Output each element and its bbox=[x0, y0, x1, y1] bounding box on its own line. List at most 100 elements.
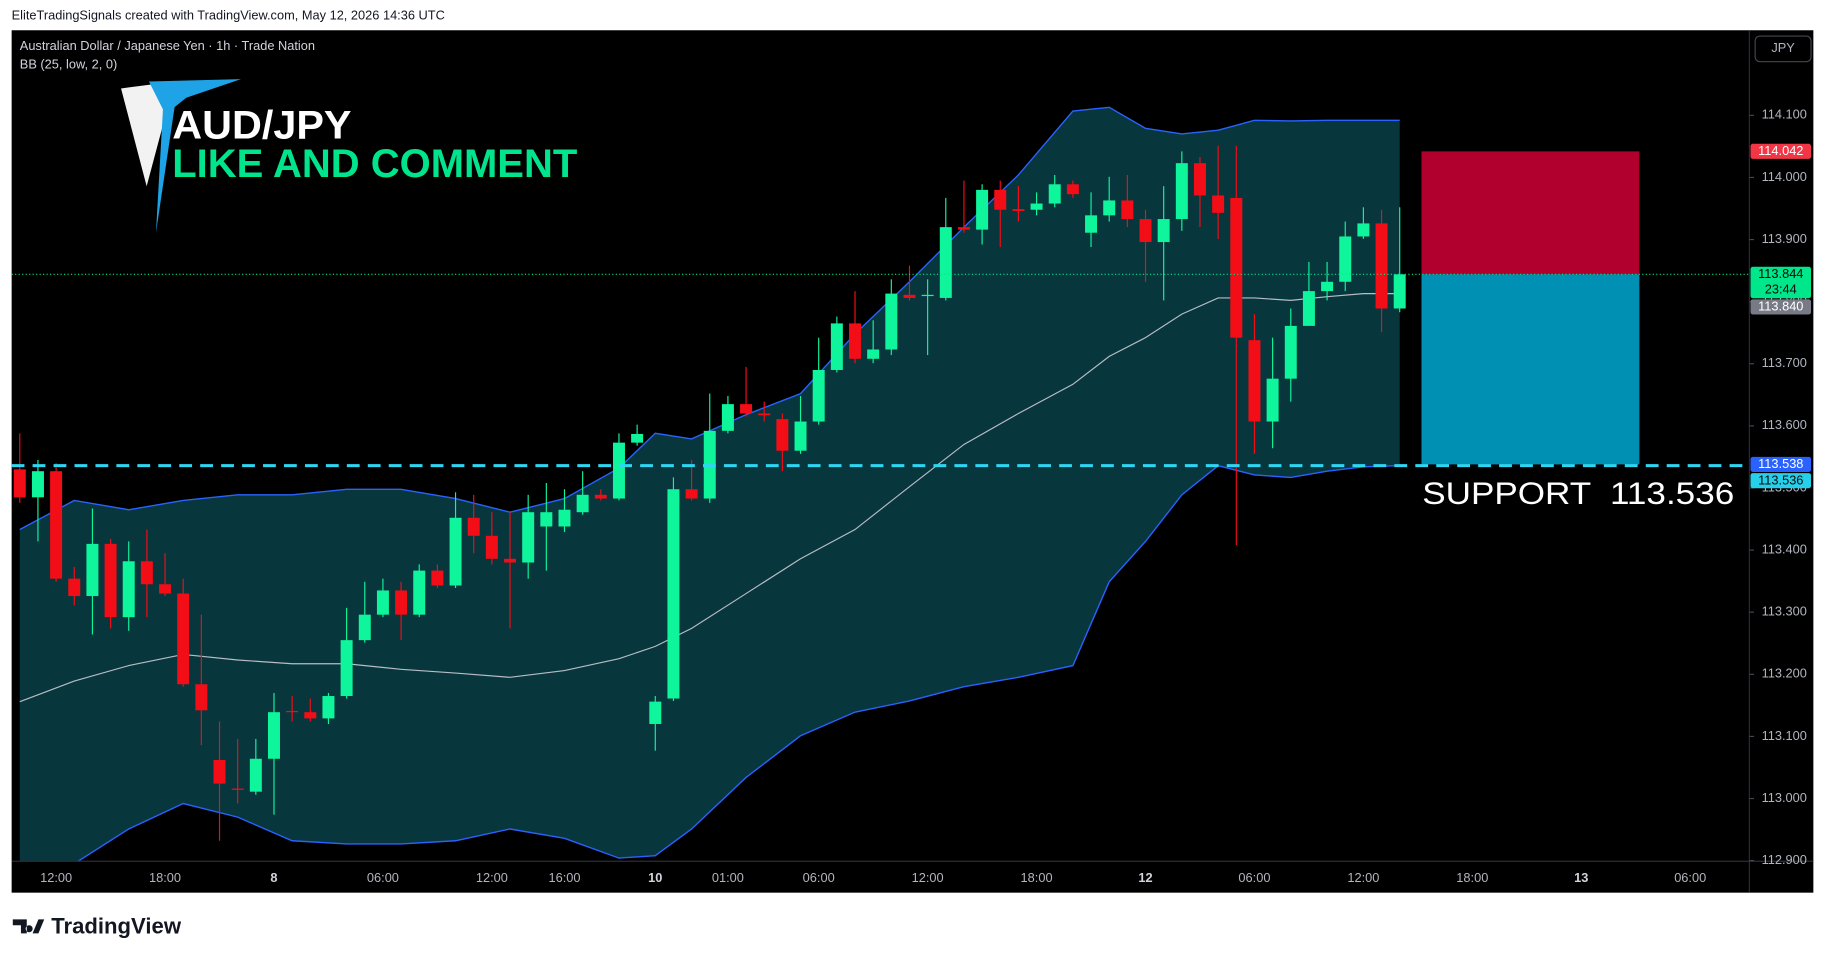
candle-body bbox=[267, 712, 280, 759]
overlay-cta: LIKE AND COMMENT bbox=[172, 142, 577, 186]
x-tick-label: 18:00 bbox=[1021, 870, 1053, 885]
candle-body bbox=[921, 294, 934, 297]
x-tick-label: 12:00 bbox=[476, 870, 508, 885]
logo bbox=[121, 79, 241, 233]
candle-body bbox=[1321, 281, 1334, 292]
candle-body bbox=[1393, 274, 1406, 309]
price-tag bbox=[1750, 143, 1812, 159]
candle-body bbox=[1284, 325, 1297, 379]
candle-body bbox=[885, 293, 898, 350]
candle-body bbox=[467, 517, 480, 536]
candle-body bbox=[68, 578, 81, 597]
x-tick-label: 12:00 bbox=[1347, 870, 1379, 885]
candle-body bbox=[540, 512, 553, 527]
candle-body bbox=[1157, 219, 1170, 243]
overlay-symbol: AUD/JPY bbox=[172, 103, 351, 147]
candle-body bbox=[449, 517, 462, 586]
x-tick-label: 12:00 bbox=[40, 870, 72, 885]
currency-button-frame[interactable] bbox=[1754, 35, 1812, 63]
candle-body bbox=[612, 442, 625, 499]
candle-body bbox=[1048, 184, 1061, 204]
price-tag bbox=[1750, 266, 1812, 299]
candle-body bbox=[957, 227, 970, 230]
x-tick-label: 13 bbox=[1574, 870, 1588, 885]
x-tick-label: 18:00 bbox=[1456, 870, 1488, 885]
candle-body bbox=[1248, 340, 1261, 422]
candle-body bbox=[1193, 163, 1206, 196]
credit: EliteTradingSignals created with Trading… bbox=[12, 8, 445, 23]
y-tick-label: 113.400 bbox=[1762, 541, 1807, 556]
price-tag bbox=[1750, 456, 1812, 472]
price-tag-label: 114.042 bbox=[1758, 143, 1803, 158]
candle-body bbox=[231, 788, 244, 790]
x-tick-label: 8 bbox=[270, 870, 277, 885]
candle-body bbox=[485, 535, 498, 559]
y-tick-label: 113.900 bbox=[1762, 231, 1807, 246]
candle-body bbox=[1266, 378, 1279, 422]
candle-body bbox=[1230, 197, 1243, 338]
y-tick-label: 112.900 bbox=[1762, 852, 1807, 867]
x-tick-label: 06:00 bbox=[1674, 870, 1706, 885]
x-tick-label: 12 bbox=[1138, 870, 1152, 885]
candle-body bbox=[1339, 236, 1352, 282]
logo-white bbox=[121, 81, 175, 187]
plot-area bbox=[11, 106, 1750, 862]
price-tag-label: 113.538 bbox=[1758, 456, 1803, 471]
candle-body bbox=[322, 696, 335, 719]
candle-body bbox=[159, 584, 172, 594]
candle-body bbox=[249, 758, 262, 792]
currency-button[interactable]: JPY bbox=[1754, 35, 1812, 63]
candle-body bbox=[140, 561, 153, 585]
y-tick-label: 114.100 bbox=[1762, 107, 1807, 122]
x-tick-label: 01:00 bbox=[712, 870, 744, 885]
y-tick-label: 113.200 bbox=[1762, 666, 1807, 681]
price-countdown: 23:44 bbox=[1765, 281, 1797, 296]
candle-body bbox=[522, 512, 535, 563]
x-tick-label: 12:00 bbox=[912, 870, 944, 885]
footer-logo bbox=[12, 919, 45, 934]
y-tick-label: 114.000 bbox=[1762, 169, 1807, 184]
candle-body bbox=[1121, 200, 1134, 220]
footer-logo-mark bbox=[12, 919, 45, 934]
candle-body bbox=[740, 404, 753, 414]
x-tick-label: 06:00 bbox=[367, 870, 399, 885]
position-target-zone bbox=[1421, 274, 1640, 465]
candle-body bbox=[849, 323, 861, 359]
y-tick-label: 113.100 bbox=[1762, 728, 1807, 743]
price-tag-label: 113.840 bbox=[1758, 299, 1803, 314]
bollinger-lower bbox=[76, 464, 1400, 862]
candle-body bbox=[1030, 203, 1043, 210]
candle-body bbox=[1302, 291, 1315, 326]
candle-body bbox=[994, 189, 1007, 210]
candle-body bbox=[794, 421, 807, 451]
candle-body bbox=[939, 227, 952, 298]
candle-body bbox=[86, 543, 99, 597]
y-tick-label: 113.600 bbox=[1762, 417, 1807, 432]
y-tick-label: 113.000 bbox=[1762, 790, 1807, 805]
candle-body bbox=[1066, 184, 1079, 195]
candle-body bbox=[395, 590, 408, 615]
footer-brand: TradingView bbox=[51, 913, 182, 938]
candle-body bbox=[340, 640, 353, 697]
candle-body bbox=[1085, 215, 1098, 233]
candle-body bbox=[776, 419, 789, 451]
candle-body bbox=[50, 471, 63, 579]
candle-body bbox=[830, 323, 843, 370]
candle-body bbox=[758, 413, 771, 416]
price-tag-label: 113.844 bbox=[1758, 266, 1803, 281]
candle-body bbox=[576, 494, 589, 513]
candle-body bbox=[1357, 223, 1370, 237]
candle-body bbox=[558, 509, 571, 527]
candle-body bbox=[286, 710, 299, 713]
candle-body bbox=[1175, 163, 1188, 220]
candle-body bbox=[195, 684, 208, 711]
symbol-title: Australian Dollar / Japanese Yen · 1h · … bbox=[20, 38, 315, 53]
candle-body bbox=[903, 294, 916, 298]
candle-body bbox=[1375, 223, 1388, 309]
currency-label[interactable]: JPY bbox=[1771, 40, 1795, 55]
indicator-legend: BB (25, low, 2, 0) bbox=[20, 57, 117, 72]
price-tag bbox=[1750, 473, 1812, 489]
candle-body bbox=[667, 489, 680, 699]
candle-body bbox=[358, 614, 371, 641]
position-stop-zone bbox=[1421, 151, 1640, 275]
